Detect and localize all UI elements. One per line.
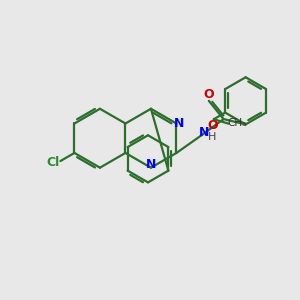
Text: O: O bbox=[208, 118, 218, 132]
Text: CH₃: CH₃ bbox=[228, 118, 247, 128]
Text: N: N bbox=[174, 117, 184, 130]
Text: Cl: Cl bbox=[46, 156, 60, 169]
Text: H: H bbox=[208, 132, 216, 142]
Text: O: O bbox=[203, 88, 214, 101]
Text: N: N bbox=[146, 158, 156, 171]
Text: N: N bbox=[199, 126, 210, 140]
